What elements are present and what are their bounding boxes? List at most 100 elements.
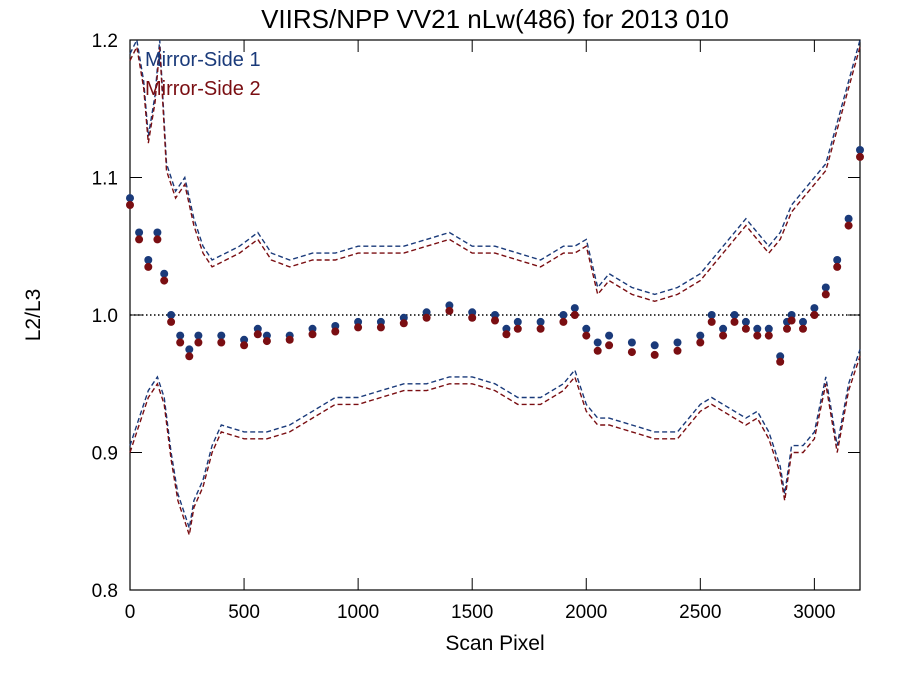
data-point [445,306,454,315]
x-tick-label: 2000 [565,602,607,623]
data-point [135,228,144,237]
data-point [673,338,682,347]
envelope-line-3 [129,44,861,303]
data-point [153,235,162,244]
data-point [753,324,762,333]
data-point [753,331,762,340]
x-axis-label: Scan Pixel [445,632,544,655]
data-point [783,324,791,333]
x-tick-label: 500 [228,602,260,623]
data-point [513,317,522,326]
data-point [570,311,579,319]
data-point [821,283,830,292]
data-point [559,311,568,319]
scatter-series-0 [126,146,864,361]
data-point [126,201,134,209]
data-point [605,331,614,340]
data-point [730,317,739,326]
data-point [593,338,602,347]
data-point [422,313,431,322]
data-point [764,331,773,340]
data-point [799,324,807,333]
data-point [240,335,249,344]
data-point [135,235,144,244]
data-point [185,352,194,361]
data-point [582,331,591,340]
data-point [707,311,716,319]
data-point [559,317,568,326]
data-point [354,317,363,326]
data-point [194,331,203,340]
data-point [776,357,785,366]
x-tick-label: 1500 [451,602,493,623]
data-point [787,316,796,325]
data-point [741,317,750,326]
x-tick-label: 0 [125,602,136,623]
data-point [696,338,705,347]
axis-ticks [129,39,860,591]
data-point [719,331,728,340]
data-point [650,341,659,350]
data-point [144,262,153,271]
data-point [176,338,185,347]
data-point [593,346,602,355]
data-point [376,317,385,326]
data-point [468,313,477,322]
data-point [167,317,176,326]
data-point [605,341,614,350]
y-tick-label: 1.1 [92,169,118,190]
y-tick-labels: 0.8 0.9 1.0 1.1 1.2 [92,31,118,602]
data-point [399,313,408,322]
data-point [764,324,773,333]
data-point [741,324,750,333]
data-point [331,322,340,330]
data-point [285,335,294,344]
data-point [536,317,545,326]
data-point [262,331,271,340]
data-point [787,311,796,319]
envelope-line-4 [129,349,861,529]
data-point [217,331,226,340]
data-point [160,276,169,285]
data-point [422,308,431,317]
y-tick-label: 1.2 [92,31,118,52]
data-point [696,331,705,340]
y-axis-label: L2/L3 [22,289,45,342]
data-point [833,256,842,264]
data-point [627,348,636,357]
data-point [399,319,408,328]
data-point [810,304,819,313]
data-point [144,256,153,264]
data-point [513,324,522,333]
x-tick-labels: 0 500 1000 1500 2000 2500 3000 [125,602,836,623]
data-point [185,345,194,354]
data-point [627,338,636,347]
envelope-line-2 [129,37,861,296]
y-tick-label: 1.0 [92,306,118,327]
data-point [253,330,262,339]
x-tick-label: 2500 [679,602,721,623]
data-point [799,317,807,326]
data-point [707,317,716,326]
data-point [856,152,864,161]
data-point [468,308,477,317]
data-point [650,350,659,359]
data-point [491,316,499,325]
data-point [536,324,545,333]
data-point [776,352,785,361]
data-point [262,337,271,346]
data-point [253,324,262,333]
data-point [217,338,226,347]
x-tick-label: 3000 [793,602,835,623]
legend: Mirror-Side 1 Mirror-Side 2 [145,49,261,100]
y-tick-label: 0.8 [92,581,118,602]
data-point [376,323,385,332]
envelope-line-5 [129,356,861,536]
data-point [308,324,317,333]
data-point [810,311,819,319]
data-point [445,301,454,310]
data-point [354,323,363,332]
data-point [844,221,853,230]
data-point [719,324,728,333]
